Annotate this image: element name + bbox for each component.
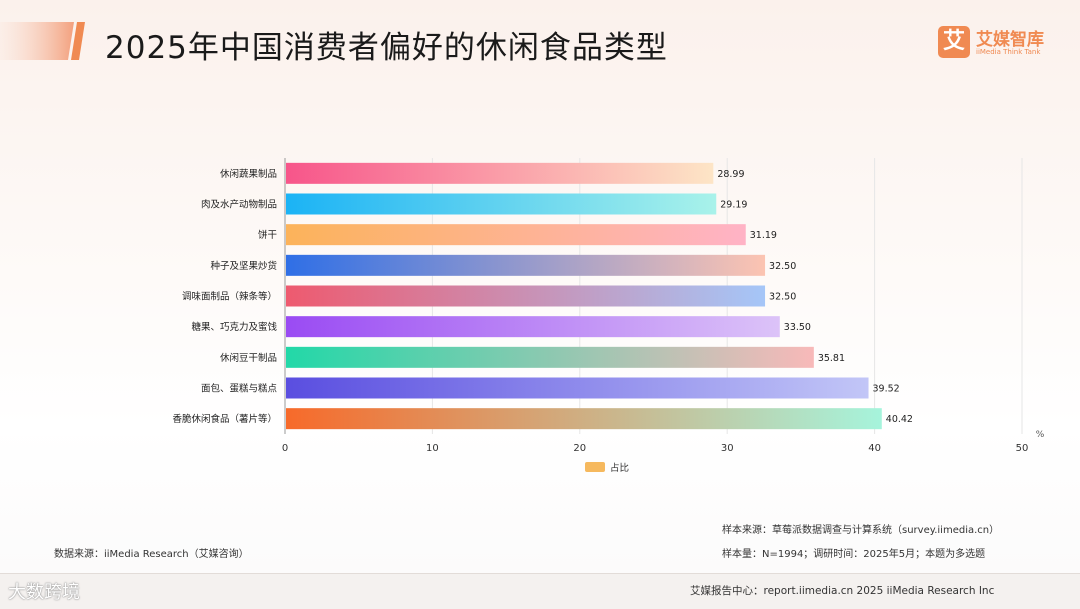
sample-source-note: 样本来源：草莓派数据调查与计算系统（survey.iimedia.cn） xyxy=(722,525,1000,536)
footer-bar xyxy=(0,573,1080,609)
bar-chart: 0 10 20 30 40 50% 休闲蔬果制品 28.99 肉及水产动物制品 29.19 饼干 31… xyxy=(172,158,1045,474)
bar xyxy=(286,224,746,246)
page-title: 2025年中国消费者偏好的休闲食品类型 xyxy=(105,30,668,66)
header-decoration xyxy=(0,22,85,60)
x-tick-label: 0 xyxy=(282,443,288,454)
y-category-label: 肉及水产动物制品 xyxy=(201,199,277,211)
y-category-label: 调味面制品（辣条等） xyxy=(182,291,277,303)
data-label: 32.50 xyxy=(769,261,796,272)
bar xyxy=(286,162,714,184)
data-label: 35.81 xyxy=(818,353,845,364)
data-label: 31.19 xyxy=(750,230,777,241)
data-label: 28.99 xyxy=(717,169,744,180)
y-category-label: 面包、蛋糕与糕点 xyxy=(201,383,278,395)
data-label: 32.50 xyxy=(769,292,796,303)
bar xyxy=(286,346,814,368)
legend-swatch xyxy=(585,462,605,472)
data-label: 29.19 xyxy=(720,200,747,211)
bar xyxy=(286,316,780,338)
bar xyxy=(286,408,882,430)
bar xyxy=(286,285,766,307)
x-tick-label: 50 xyxy=(1016,443,1029,454)
y-category-label: 糖果、巧克力及蜜饯 xyxy=(191,321,277,333)
y-category-label: 休闲蔬果制品 xyxy=(220,168,277,180)
sample-size-note: 样本量：N=1994；调研时间：2025年5月；本题为多选题 xyxy=(722,549,986,560)
y-category-label: 休闲豆干制品 xyxy=(220,352,277,364)
y-category-label: 种子及坚果炒货 xyxy=(210,260,277,272)
watermark: 大数跨境 xyxy=(8,582,80,603)
legend-label: 占比 xyxy=(610,462,629,474)
data-label: 40.42 xyxy=(886,414,913,425)
footer-text: 艾媒报告中心：report.iimedia.cn 2025 iiMedia Re… xyxy=(690,585,995,597)
data-label: 39.52 xyxy=(873,384,900,395)
logo-mark: 艾 xyxy=(938,26,970,58)
x-tick-label: 10 xyxy=(426,443,439,454)
y-category-label: 香脆休闲食品（薯片等） xyxy=(172,413,277,425)
brand-logo: 艾 艾媒智库 iiMedia Think Tank xyxy=(938,24,1058,64)
logo-name-en: iiMedia Think Tank xyxy=(976,48,1041,56)
data-source-note: 数据来源：iiMedia Research（艾媒咨询） xyxy=(54,549,249,560)
bar xyxy=(286,254,766,276)
bar xyxy=(286,193,717,215)
x-tick-label: 20 xyxy=(573,443,586,454)
x-tick-label: 30 xyxy=(721,443,734,454)
x-tick-label: 40 xyxy=(868,443,881,454)
bar xyxy=(286,377,869,399)
y-category-label: 饼干 xyxy=(258,229,277,241)
x-axis-unit: % xyxy=(1036,430,1045,440)
logo-name-cn: 艾媒智库 xyxy=(976,30,1044,50)
data-label: 33.50 xyxy=(784,322,811,333)
